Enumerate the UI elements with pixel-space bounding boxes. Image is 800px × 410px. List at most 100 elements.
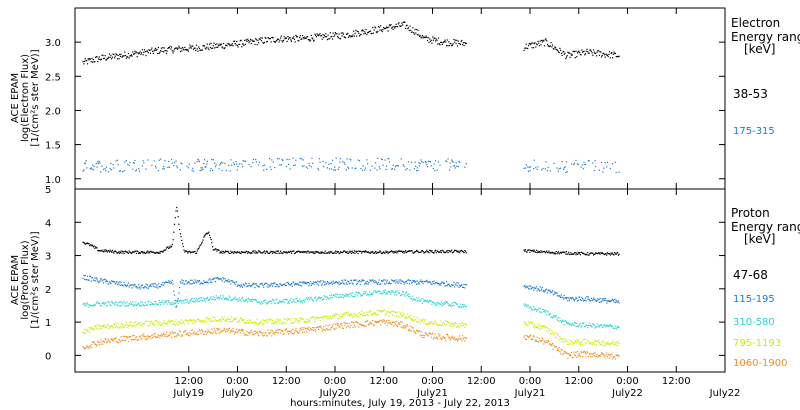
proton-point-795-1193 [238,321,240,323]
proton-point-115-195 [451,284,453,287]
proton-point-115-195 [413,280,415,282]
electron-point-38-53 [135,51,138,53]
electron-point-175-315 [258,164,260,166]
proton-point-1060-1900 [399,323,401,325]
proton-point-1060-1900 [95,345,97,347]
proton-point-1060-1900 [89,345,91,347]
proton-point-1060-1900 [584,352,587,354]
proton-point-47-68 [297,250,299,252]
proton-point-795-1193 [364,315,366,317]
proton-point-115-195 [353,279,355,281]
proton-point-115-195 [151,283,153,285]
proton-point-1060-1900 [260,332,263,334]
proton-point-310-580 [571,325,573,327]
proton-point-115-195 [118,283,120,285]
proton-point-795-1193 [426,323,428,325]
proton-point-47-68 [165,249,167,251]
proton-point-795-1193 [165,323,167,325]
proton-point-310-580 [445,301,447,303]
proton-point-47-68 [554,252,556,254]
proton-point-795-1193 [220,318,222,320]
proton-point-795-1193 [322,316,324,318]
proton-point-115-195 [437,282,440,284]
electron-point-38-53 [412,27,414,29]
proton-point-795-1193 [113,323,115,325]
proton-point-115-195 [223,281,225,283]
proton-point-1060-1900 [357,322,359,324]
proton-point-115-195 [594,298,596,301]
proton-point-795-1193 [368,311,370,313]
electron-point-38-53 [593,51,595,53]
electron-point-175-315 [437,161,440,163]
proton-point-115-195 [89,275,91,277]
proton-point-310-580 [301,300,303,302]
electron-point-38-53 [557,51,559,53]
proton-point-115-195 [576,297,578,299]
proton-point-47-68 [133,251,135,253]
proton-point-1060-1900 [415,332,417,334]
electron-point-175-315 [86,167,88,169]
proton-point-795-1193 [440,320,442,322]
proton-point-310-580 [192,301,195,303]
proton-point-1060-1900 [241,328,243,330]
proton-point-115-195 [152,285,154,287]
electron-point-38-53 [601,56,603,58]
electron-point-38-53 [355,29,357,31]
proton-point-115-195 [617,301,619,303]
proton-point-795-1193 [220,320,222,322]
proton-point-310-580 [314,297,316,299]
proton-point-115-195 [83,275,85,277]
proton-point-1060-1900 [562,354,564,356]
proton-point-47-68 [374,251,376,254]
proton-point-1060-1900 [550,344,552,347]
proton-point-1060-1900 [202,331,204,333]
proton-point-115-195 [269,285,271,287]
proton-point-115-195 [283,284,285,286]
proton-point-310-580 [605,325,607,327]
electron-point-175-315 [553,162,555,164]
electron-point-38-53 [437,37,440,39]
proton-point-47-68 [391,251,393,253]
proton-point-47-68 [289,250,291,252]
electron-point-38-53 [549,45,551,47]
proton-point-795-1193 [157,321,159,323]
electron-point-38-53 [564,52,566,54]
proton-point-1060-1900 [165,331,168,333]
proton-point-47-68 [548,250,550,252]
proton-point-115-195 [110,283,112,285]
proton-point-795-1193 [131,325,133,327]
proton-point-795-1193 [116,325,118,327]
proton-point-115-195 [410,282,413,284]
proton-point-47-68 [104,250,106,253]
proton-point-795-1193 [236,321,238,323]
proton-point-47-68 [260,252,263,254]
proton-point-47-68 [198,246,200,248]
proton-point-115-195 [138,286,140,288]
proton-point-115-195 [574,298,576,300]
proton-point-795-1193 [348,314,350,316]
proton-point-1060-1900 [233,330,235,332]
proton-point-47-68 [178,223,180,225]
proton-point-47-68 [236,251,238,253]
proton-point-310-580 [557,317,559,319]
electron-point-175-315 [99,162,101,164]
proton-point-310-580 [196,299,198,301]
electron-point-38-53 [208,49,210,51]
proton-point-310-580 [363,291,365,293]
proton-point-310-580 [416,300,418,302]
electron-point-38-53 [582,51,584,53]
proton-point-795-1193 [572,343,574,345]
proton-point-310-580 [182,300,184,302]
proton-point-115-195 [552,290,554,292]
proton-point-310-580 [214,296,216,299]
electron-point-175-315 [406,168,408,170]
proton-point-47-68 [357,252,359,255]
electron-point-38-53 [325,33,327,35]
proton-point-795-1193 [281,323,283,325]
proton-point-795-1193 [571,341,573,343]
x-axis-title: hours:minutes, July 19, 2013 - July 22, … [290,398,510,409]
proton-point-795-1193 [456,325,459,327]
electron-point-38-53 [282,39,285,41]
proton-point-310-580 [154,301,156,303]
proton-point-310-580 [451,305,453,307]
